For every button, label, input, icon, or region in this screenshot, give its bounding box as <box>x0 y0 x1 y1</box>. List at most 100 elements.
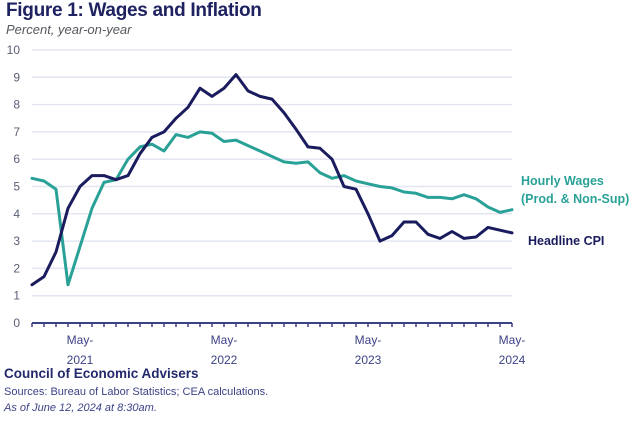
y-tick-label-7: 7 <box>13 125 20 139</box>
cpi-point-Sep-2021 <box>126 174 130 177</box>
cpi-point-Apr-2022 <box>210 95 214 98</box>
wages-point-Oct-2023 <box>426 196 430 199</box>
x-tick-label-2022: May-2022 <box>211 333 238 367</box>
cpi-point-Mar-2023 <box>342 185 346 188</box>
y-tick-label-10: 10 <box>7 43 21 57</box>
wages-point-May-2023 <box>366 182 370 185</box>
cpi-point-Nov-2021 <box>150 136 154 139</box>
wages-point-Sep-2022 <box>270 155 274 158</box>
cpi-point-Jun-2021 <box>90 174 94 177</box>
wages-point-Oct-2021 <box>138 145 142 149</box>
wages-point-Mar-2024 <box>486 205 490 209</box>
cpi-point-Nov-2022 <box>294 127 298 131</box>
wages-point-Jan-2022 <box>174 133 178 136</box>
cpi-point-Jan-2021 <box>30 283 34 286</box>
legend-hourly-wages: Hourly Wages (Prod. & Non-Sup) <box>521 172 629 208</box>
wages-point-Mar-2023 <box>342 174 346 177</box>
chart-title: Figure 1: Wages and Inflation <box>6 0 262 21</box>
wages-point-Aug-2023 <box>402 190 406 194</box>
wages-point-Oct-2022 <box>282 160 286 164</box>
x-tick-label-2024: May-2024 <box>499 333 526 367</box>
cpi-point-Jul-2022 <box>246 89 250 93</box>
cpi-point-Aug-2023 <box>402 220 406 224</box>
cpi-point-May-2021 <box>78 185 82 188</box>
wages-point-Aug-2022 <box>258 149 262 153</box>
legend-hourly-wages-line1: Hourly Wages <box>521 174 604 188</box>
x-tick-label-2021: May-2021 <box>67 333 94 367</box>
wages-point-Feb-2022 <box>186 136 190 139</box>
footer-sources: Sources: Bureau of Labor Statistics; CEA… <box>4 386 269 398</box>
wages-point-Sep-2023 <box>414 192 418 195</box>
wages-point-Jul-2023 <box>390 186 394 190</box>
y-tick-label-8: 8 <box>13 98 20 112</box>
wages-point-May-2024 <box>510 208 514 211</box>
y-tick-label-0: 0 <box>13 316 20 330</box>
y-tick-label-9: 9 <box>13 70 20 84</box>
gridlines <box>32 49 512 297</box>
cpi-point-Sep-2023 <box>414 220 418 224</box>
cpi-point-Apr-2023 <box>354 188 358 191</box>
wages-point-Jan-2023 <box>318 171 322 175</box>
cpi-point-Dec-2023 <box>450 230 454 233</box>
wages-point-May-2022 <box>222 140 226 143</box>
cpi-point-Jan-2023 <box>318 147 322 150</box>
cpi-point-Feb-2021 <box>42 275 46 278</box>
wages-point-Apr-2024 <box>498 211 502 214</box>
wages-point-Feb-2021 <box>42 179 46 183</box>
cpi-point-Jun-2023 <box>378 239 382 243</box>
cpi-point-Aug-2021 <box>114 178 118 181</box>
y-tick-label-2: 2 <box>13 261 20 275</box>
cpi-point-Oct-2021 <box>138 152 142 155</box>
cpi-point-Mar-2024 <box>486 226 490 229</box>
wages-point-Apr-2021 <box>66 283 70 286</box>
wages-point-Feb-2023 <box>330 177 334 180</box>
cpi-point-Mar-2021 <box>54 250 58 254</box>
y-tick-label-4: 4 <box>13 207 20 221</box>
wages-point-Jun-2021 <box>90 207 94 210</box>
series-line-headline-cpi <box>30 73 514 287</box>
footer-organization: Council of Economic Advisers <box>4 366 199 381</box>
cpi-point-Feb-2023 <box>330 158 334 161</box>
cpi-point-Aug-2022 <box>258 95 262 98</box>
wages-point-Nov-2021 <box>150 142 154 146</box>
wages-point-Dec-2023 <box>450 197 454 200</box>
cpi-point-Jul-2021 <box>102 174 106 177</box>
cpi-point-Jun-2022 <box>234 73 238 76</box>
wages-point-Nov-2023 <box>438 196 442 199</box>
wages-point-Jan-2024 <box>462 193 466 196</box>
cpi-point-Jan-2024 <box>462 237 466 240</box>
legend-headline-cpi: Headline CPI <box>528 234 605 248</box>
wages-point-Sep-2021 <box>126 158 130 161</box>
wages-point-Jan-2021 <box>30 177 34 180</box>
wages-point-Mar-2021 <box>54 188 58 191</box>
wages-point-Feb-2024 <box>474 197 478 200</box>
wages-point-Nov-2022 <box>294 162 298 165</box>
cpi-point-Apr-2024 <box>498 228 502 232</box>
cpi-point-May-2022 <box>222 87 226 90</box>
cpi-point-May-2023 <box>366 212 370 215</box>
wages-point-Jun-2022 <box>234 138 238 142</box>
chart-subtitle: Percent, year-on-year <box>6 22 132 37</box>
cpi-point-Dec-2021 <box>162 130 166 134</box>
wages-point-Jul-2022 <box>246 144 250 147</box>
series-line-hourly-wages <box>30 130 514 287</box>
wages-point-Dec-2021 <box>162 149 166 153</box>
wages-point-Apr-2022 <box>210 132 214 135</box>
y-tick-label-3: 3 <box>13 234 20 248</box>
cpi-point-Apr-2021 <box>66 207 70 210</box>
cpi-point-Jul-2023 <box>390 234 394 237</box>
cpi-point-Feb-2022 <box>186 106 190 109</box>
wages-point-Dec-2022 <box>306 160 310 164</box>
y-axis-ticks: 0 1 2 3 4 5 6 7 8 9 10 <box>7 43 21 330</box>
y-tick-label-5: 5 <box>13 180 20 194</box>
wages-point-Jul-2021 <box>102 181 106 184</box>
cpi-point-Mar-2022 <box>198 87 202 90</box>
wages-point-Jun-2023 <box>378 185 382 188</box>
cpi-point-Dec-2022 <box>306 145 310 149</box>
y-tick-label-6: 6 <box>13 152 20 166</box>
cpi-point-Nov-2023 <box>438 237 442 240</box>
legend-hourly-wages-line2: (Prod. & Non-Sup) <box>521 192 630 206</box>
wages-point-Mar-2022 <box>198 130 202 134</box>
y-tick-label-1: 1 <box>13 289 20 303</box>
